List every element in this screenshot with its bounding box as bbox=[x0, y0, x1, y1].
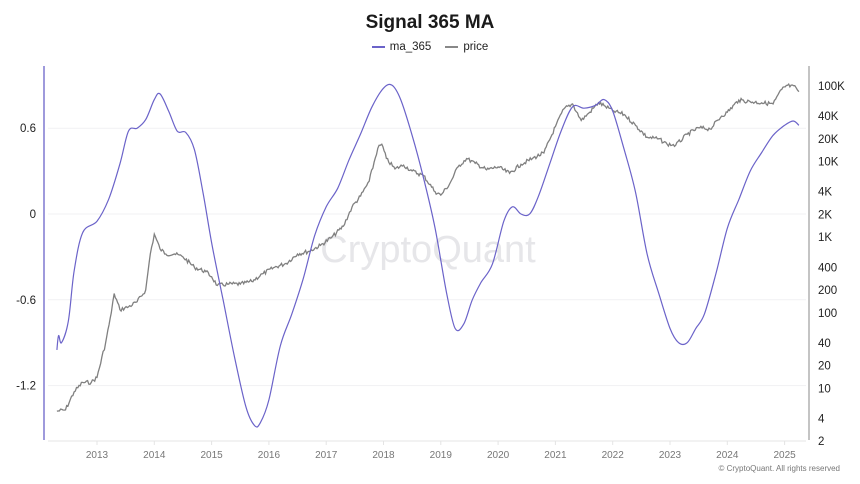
watermark: CryptoQuant bbox=[320, 229, 536, 271]
right-axis-tick-label: 200 bbox=[818, 285, 837, 297]
right-axis-tick-label: 20K bbox=[818, 134, 839, 146]
right-axis-tick-label: 2 bbox=[818, 436, 824, 448]
gridlines bbox=[48, 127, 806, 387]
x-axis-tick-label: 2022 bbox=[602, 450, 625, 461]
legend-label-price: price bbox=[463, 41, 489, 53]
right-axis-ticks: 100K 40K 20K 10K 4K 2K 1K 400 200 100 40 20 10 4 2 bbox=[818, 81, 845, 448]
left-axis-tick-label: -1.2 bbox=[16, 381, 36, 393]
x-axis-tick-label: 2018 bbox=[372, 450, 395, 461]
copyright-footer: © CryptoQuant. All rights reserved bbox=[718, 464, 841, 473]
x-axis-tick-label: 2016 bbox=[258, 450, 281, 461]
left-axis-tick-label: 0.6 bbox=[20, 123, 36, 135]
right-axis-tick-label: 4K bbox=[818, 187, 832, 199]
right-axis-tick-label: 10K bbox=[818, 157, 839, 169]
right-axis-tick-label: 4 bbox=[818, 413, 825, 425]
x-axis-tick-label: 2023 bbox=[659, 450, 682, 461]
right-axis-tick-label: 10 bbox=[818, 383, 831, 395]
right-axis-tick-label: 40K bbox=[818, 111, 839, 123]
x-axis-tick-label: 2021 bbox=[544, 450, 567, 461]
legend-label-ma365: ma_365 bbox=[389, 41, 432, 53]
left-axis-ticks: 0.6 0 -0.6 -1.2 bbox=[16, 123, 36, 392]
left-axis-tick-label: -0.6 bbox=[16, 295, 36, 307]
x-axis-ticks: 2013 2014 2015 2016 2017 2018 2019 2020 2021 2022… bbox=[86, 441, 796, 461]
chart-legend: ma_365 price bbox=[0, 41, 860, 53]
right-axis-tick-label: 20 bbox=[818, 361, 831, 373]
x-axis-tick-label: 2015 bbox=[200, 450, 223, 461]
right-axis-tick-label: 40 bbox=[818, 338, 831, 350]
ma365-series-line bbox=[56, 83, 800, 428]
legend-item-ma365[interactable]: ma_365 bbox=[371, 41, 432, 53]
right-axis-tick-label: 100K bbox=[818, 81, 845, 93]
x-axis-tick-label: 2013 bbox=[86, 450, 109, 461]
right-axis-tick-label: 400 bbox=[818, 262, 837, 274]
x-axis-tick-label: 2020 bbox=[487, 450, 510, 461]
legend-item-price[interactable]: price bbox=[445, 41, 488, 53]
x-axis-tick-label: 2014 bbox=[143, 450, 166, 461]
price-series-line bbox=[56, 82, 800, 412]
chart-title: Signal 365 MA bbox=[365, 12, 495, 33]
x-axis-tick-label: 2017 bbox=[315, 450, 338, 461]
legend-swatch-price bbox=[445, 46, 459, 48]
right-axis-tick-label: 1K bbox=[818, 232, 832, 244]
left-axis-tick-label: 0 bbox=[30, 209, 36, 221]
x-axis-tick-label: 2025 bbox=[773, 450, 796, 461]
x-axis-tick-label: 2019 bbox=[430, 450, 453, 461]
right-axis-tick-label: 2K bbox=[818, 209, 832, 221]
right-axis-tick-label: 100 bbox=[818, 308, 837, 320]
x-axis-tick-label: 2024 bbox=[716, 450, 739, 461]
legend-swatch-ma365 bbox=[371, 46, 385, 48]
